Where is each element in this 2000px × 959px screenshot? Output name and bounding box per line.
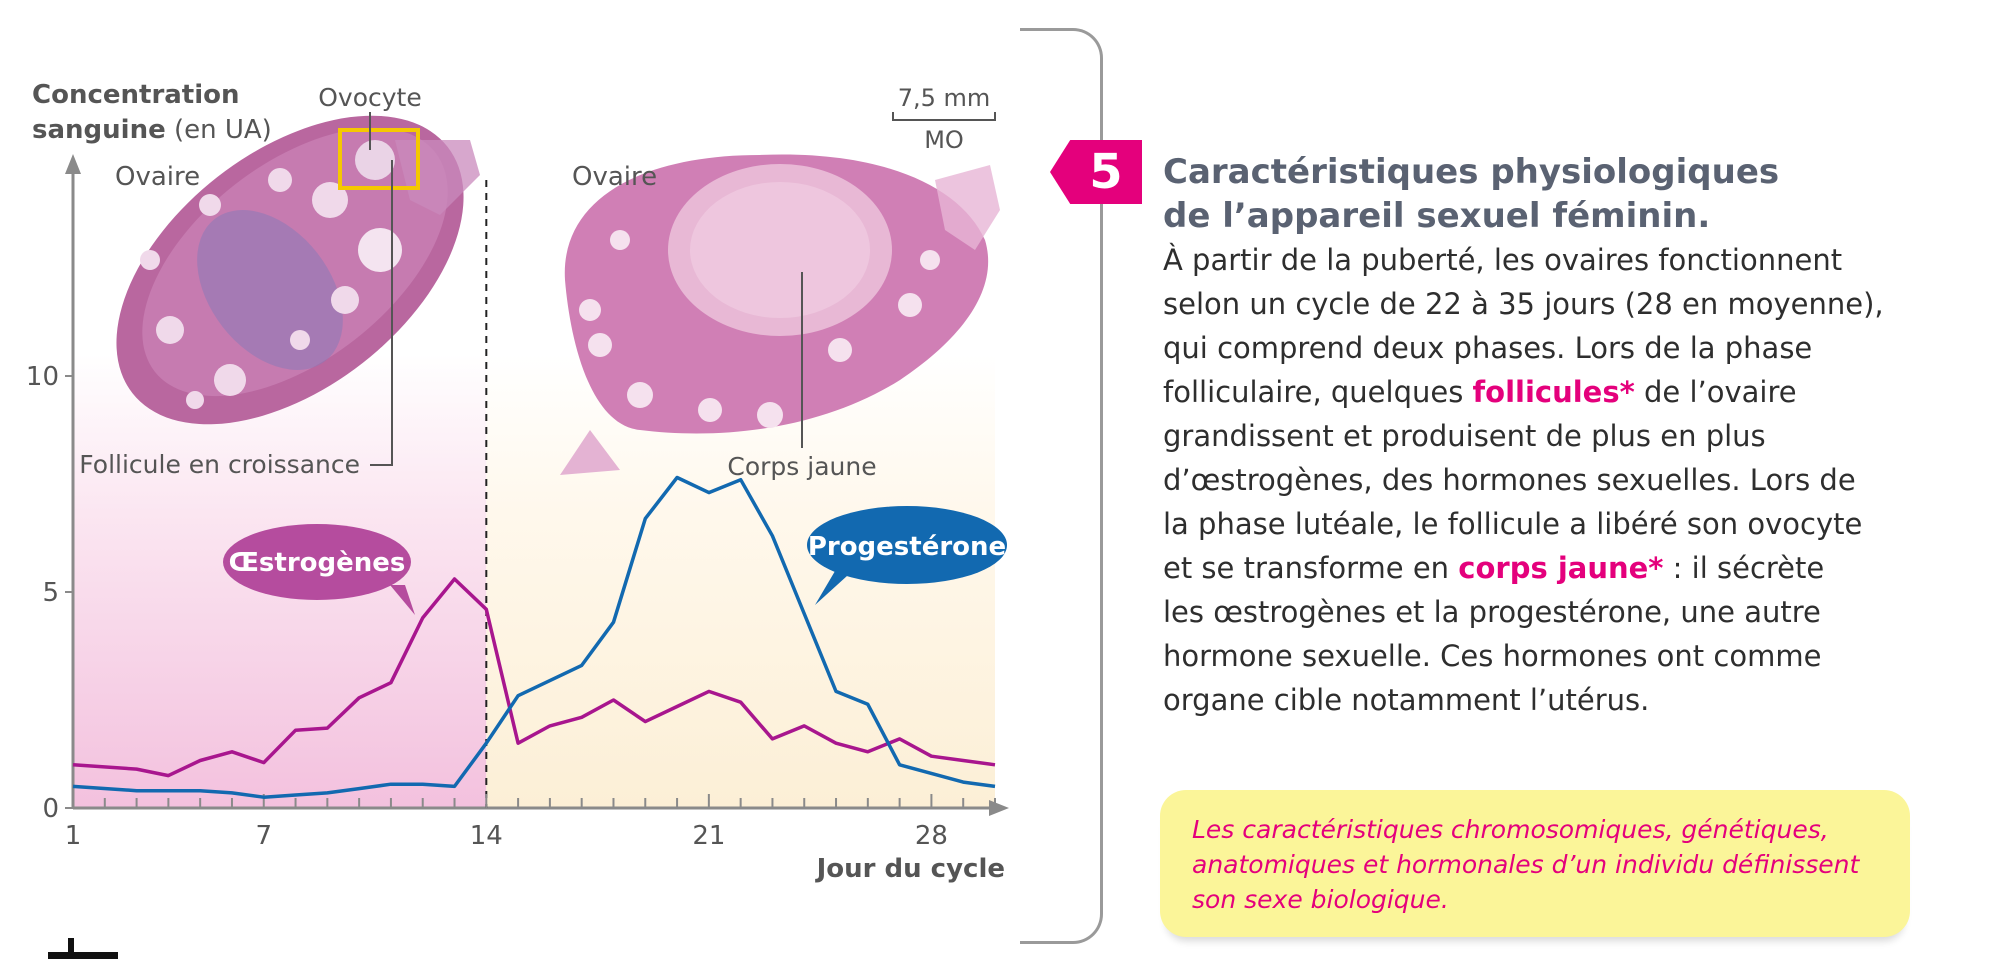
scale-bar [892,112,996,121]
series-line-progesterone [72,475,996,799]
oestrogenes-label: Œstrogènes [229,548,406,578]
body-line: organe cible notamment l’utérus. [1163,683,1650,717]
body-line: selon un cycle de 22 à 35 jours (28 en m… [1163,287,1884,321]
y-axis-title-line2: sanguine (en UA) [32,115,272,145]
document-number-badge: 5 [1050,140,1142,204]
microscope-label: MO [924,126,964,154]
summary-line: anatomiques et hormonales d’un individu … [1192,850,1860,879]
ovary-follicular-image [116,115,480,425]
document-title: Caractéristiques physiologiques de l’app… [1163,150,1783,238]
progesterone-label: Progestérone [808,532,1006,562]
ovocyte-label: Ovocyte [318,83,422,112]
x-tick-label: 28 [915,821,948,851]
x-axis-title: Jour du cycle [815,854,1005,884]
follicle-pointer [370,160,393,466]
title-line-2: de l’appareil sexuel féminin. [1163,196,1711,236]
corps-jaune-label: Corps jaune [727,452,876,481]
follicle-label: Follicule en croissance [79,450,360,479]
scale-label: 7,5 mm [898,84,991,112]
y-tick-label: 5 [42,578,59,608]
document-number: 5 [1089,144,1123,200]
document-body: À partir de la puberté, les ovaires fonc… [1163,238,1943,722]
x-tick-label: 7 [255,821,272,851]
body-line: À partir de la puberté, les ovaires fonc… [1163,243,1843,277]
body-text: : il sécrète [1663,551,1825,585]
y-axis-title-line1: Concentration [32,80,240,110]
hormone-chart: 7,5 mm MO Ovaire Ovaire Ovocyte Follicul… [26,80,1009,884]
body-line: d’œstrogènes, des hormones sexuelles. Lo… [1163,463,1856,497]
x-tick-label: 14 [470,821,503,851]
y-tick-label: 10 [26,362,59,392]
oestrogenes-callout: Œstrogènes [223,524,415,615]
document-bracket [1020,28,1103,944]
body-line: qui comprend deux phases. Lors de la pha… [1163,331,1813,365]
summary-box: Les caractéristiques chromosomiques, gén… [1160,790,1910,937]
x-axis-arrow [989,800,1009,816]
body-line: hormone sexuelle. Ces hormones ont comme [1163,639,1822,673]
title-line-1: Caractéristiques physiologiques [1163,152,1780,192]
series-line-oestrogenes [72,577,996,778]
badge-shape [1050,140,1142,204]
body-text: folliculaire, quelques [1163,375,1473,409]
tool-icon [48,938,118,959]
body-line: grandissent et produisent de plus en plu… [1163,419,1766,453]
body-line: et se transforme en corps jaune* : il sé… [1163,546,1943,590]
x-tick-label: 1 [65,821,82,851]
body-line: folliculaire, quelques follicules* de l’… [1163,370,1943,414]
body-text: et se transforme en [1163,551,1459,585]
y-tick-label: 0 [42,794,59,824]
keyword-corps-jaune[interactable]: corps jaune* [1458,551,1664,585]
body-line: la phase lutéale, le follicule a libéré … [1163,507,1863,541]
ovary-right-label: Ovaire [572,162,657,192]
keyword-follicules[interactable]: follicules* [1472,375,1635,409]
body-line: les œstrogènes et la progestérone, une a… [1163,595,1821,629]
body-text: de l’ovaire [1634,375,1797,409]
y-axis-arrow [65,154,81,174]
ovary-luteal-image [560,154,1000,475]
ovocyte-highlight-box [338,128,420,190]
summary-line: Les caractéristiques chromosomiques, gén… [1192,815,1829,844]
summary-text: Les caractéristiques chromosomiques, gén… [1192,812,1859,917]
progesterone-callout: Progestérone [807,506,1007,605]
ovary-left-label: Ovaire [115,162,200,192]
summary-line: son sexe biologique. [1192,885,1449,914]
x-tick-label: 21 [692,821,725,851]
